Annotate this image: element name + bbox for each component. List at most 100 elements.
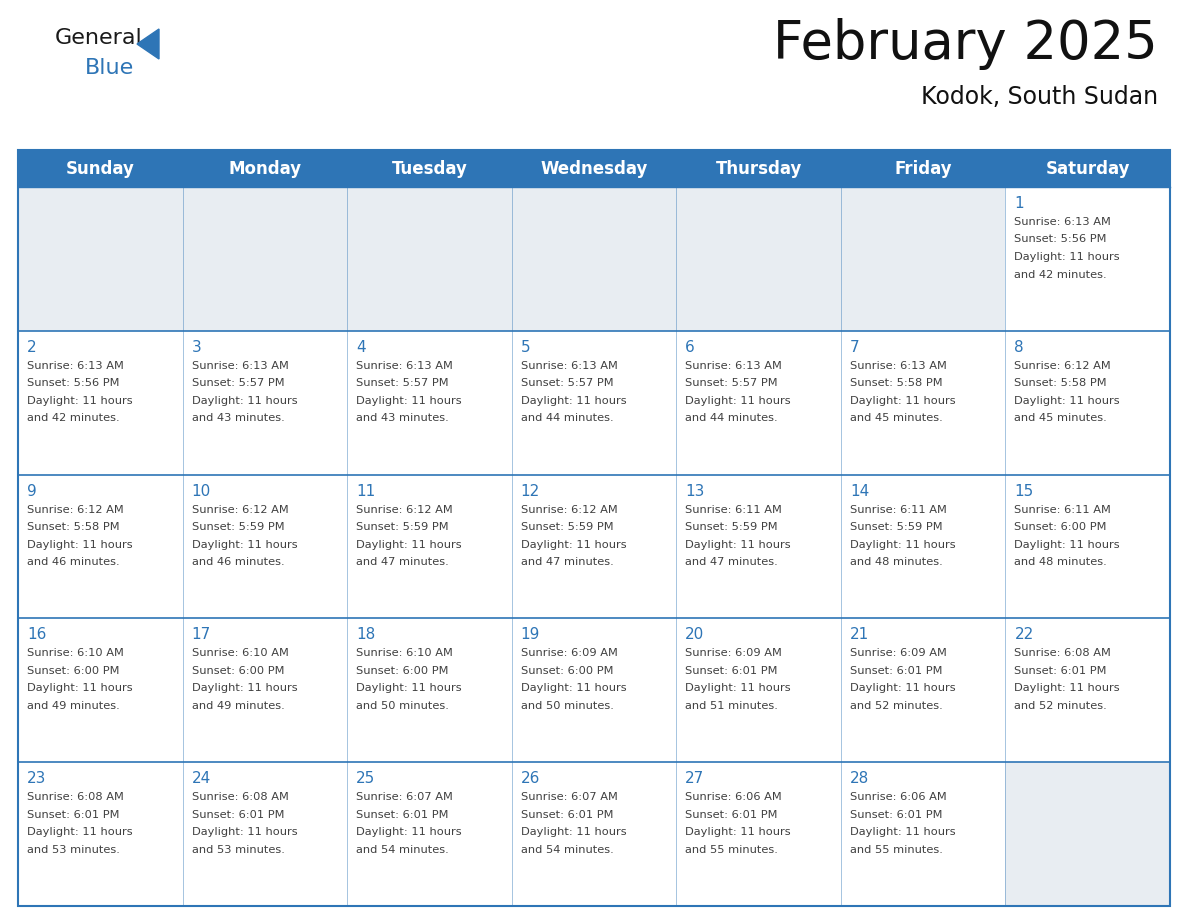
Bar — [512, 187, 676, 330]
Text: Sunrise: 6:13 AM: Sunrise: 6:13 AM — [520, 361, 618, 371]
Text: Thursday: Thursday — [715, 160, 802, 177]
Text: 8: 8 — [1015, 340, 1024, 354]
Text: 18: 18 — [356, 627, 375, 643]
Text: Sunrise: 6:10 AM: Sunrise: 6:10 AM — [356, 648, 453, 658]
Text: Sunrise: 6:12 AM: Sunrise: 6:12 AM — [191, 505, 289, 515]
Bar — [18, 475, 183, 619]
Bar — [676, 187, 841, 330]
Text: Sunrise: 6:11 AM: Sunrise: 6:11 AM — [849, 505, 947, 515]
Text: Sunrise: 6:12 AM: Sunrise: 6:12 AM — [356, 505, 453, 515]
Bar — [841, 187, 1005, 330]
Text: Sunrise: 6:08 AM: Sunrise: 6:08 AM — [191, 792, 289, 802]
Text: Sunrise: 6:07 AM: Sunrise: 6:07 AM — [356, 792, 453, 802]
Text: and 55 minutes.: and 55 minutes. — [849, 845, 943, 855]
Text: 4: 4 — [356, 340, 366, 354]
Text: Sunset: 6:01 PM: Sunset: 6:01 PM — [356, 810, 449, 820]
Text: Sunrise: 6:08 AM: Sunrise: 6:08 AM — [1015, 648, 1111, 658]
Text: Daylight: 11 hours: Daylight: 11 hours — [191, 683, 297, 693]
Text: Daylight: 11 hours: Daylight: 11 hours — [27, 396, 133, 406]
Text: Wednesday: Wednesday — [541, 160, 647, 177]
Text: Sunrise: 6:09 AM: Sunrise: 6:09 AM — [685, 648, 782, 658]
Bar — [676, 762, 841, 906]
Text: Daylight: 11 hours: Daylight: 11 hours — [520, 396, 626, 406]
Text: Sunrise: 6:13 AM: Sunrise: 6:13 AM — [191, 361, 289, 371]
Text: 7: 7 — [849, 340, 859, 354]
Bar — [1005, 762, 1170, 906]
Bar — [18, 187, 183, 330]
Text: Friday: Friday — [895, 160, 952, 177]
Text: 3: 3 — [191, 340, 201, 354]
Text: Daylight: 11 hours: Daylight: 11 hours — [27, 683, 133, 693]
Text: and 43 minutes.: and 43 minutes. — [191, 413, 284, 423]
Text: Sunrise: 6:09 AM: Sunrise: 6:09 AM — [520, 648, 618, 658]
Text: 1: 1 — [1015, 196, 1024, 211]
Text: Sunset: 6:00 PM: Sunset: 6:00 PM — [520, 666, 613, 676]
Text: 6: 6 — [685, 340, 695, 354]
Text: Sunset: 5:58 PM: Sunset: 5:58 PM — [849, 378, 942, 388]
Text: Daylight: 11 hours: Daylight: 11 hours — [1015, 252, 1120, 262]
Text: Sunset: 6:01 PM: Sunset: 6:01 PM — [191, 810, 284, 820]
Text: 16: 16 — [27, 627, 46, 643]
Text: and 48 minutes.: and 48 minutes. — [1015, 557, 1107, 567]
Bar — [183, 330, 347, 475]
Bar — [841, 475, 1005, 619]
Text: Sunset: 6:01 PM: Sunset: 6:01 PM — [1015, 666, 1107, 676]
Text: 15: 15 — [1015, 484, 1034, 498]
Text: and 46 minutes.: and 46 minutes. — [191, 557, 284, 567]
Text: and 54 minutes.: and 54 minutes. — [520, 845, 613, 855]
Text: and 45 minutes.: and 45 minutes. — [849, 413, 942, 423]
Text: Daylight: 11 hours: Daylight: 11 hours — [191, 396, 297, 406]
Bar — [183, 762, 347, 906]
Text: Sunset: 6:00 PM: Sunset: 6:00 PM — [1015, 522, 1107, 532]
Bar — [1005, 187, 1170, 330]
Bar — [347, 475, 512, 619]
Text: Sunset: 6:01 PM: Sunset: 6:01 PM — [27, 810, 120, 820]
Text: General: General — [55, 28, 143, 48]
Text: Daylight: 11 hours: Daylight: 11 hours — [356, 540, 462, 550]
Text: Sunset: 5:59 PM: Sunset: 5:59 PM — [356, 522, 449, 532]
Text: 19: 19 — [520, 627, 541, 643]
Text: and 47 minutes.: and 47 minutes. — [685, 557, 778, 567]
Bar — [347, 187, 512, 330]
Text: and 54 minutes.: and 54 minutes. — [356, 845, 449, 855]
Text: 23: 23 — [27, 771, 46, 786]
Text: Daylight: 11 hours: Daylight: 11 hours — [356, 396, 462, 406]
Bar — [18, 619, 183, 762]
Text: Sunrise: 6:12 AM: Sunrise: 6:12 AM — [520, 505, 618, 515]
Text: Daylight: 11 hours: Daylight: 11 hours — [849, 827, 955, 837]
Bar — [18, 330, 183, 475]
Text: and 52 minutes.: and 52 minutes. — [1015, 701, 1107, 711]
Text: 26: 26 — [520, 771, 541, 786]
Bar — [18, 150, 1170, 906]
Text: Daylight: 11 hours: Daylight: 11 hours — [356, 827, 462, 837]
Text: and 55 minutes.: and 55 minutes. — [685, 845, 778, 855]
Text: and 49 minutes.: and 49 minutes. — [191, 701, 284, 711]
Text: Sunrise: 6:12 AM: Sunrise: 6:12 AM — [27, 505, 124, 515]
Text: Sunset: 6:00 PM: Sunset: 6:00 PM — [191, 666, 284, 676]
Text: Daylight: 11 hours: Daylight: 11 hours — [1015, 683, 1120, 693]
Polygon shape — [137, 29, 159, 59]
Text: Sunrise: 6:13 AM: Sunrise: 6:13 AM — [849, 361, 947, 371]
Text: Daylight: 11 hours: Daylight: 11 hours — [849, 540, 955, 550]
Text: and 46 minutes.: and 46 minutes. — [27, 557, 120, 567]
Bar — [347, 762, 512, 906]
Text: and 53 minutes.: and 53 minutes. — [191, 845, 284, 855]
Text: Sunset: 5:57 PM: Sunset: 5:57 PM — [520, 378, 613, 388]
Bar — [1005, 475, 1170, 619]
Text: Daylight: 11 hours: Daylight: 11 hours — [191, 540, 297, 550]
Text: Daylight: 11 hours: Daylight: 11 hours — [1015, 540, 1120, 550]
Text: Daylight: 11 hours: Daylight: 11 hours — [685, 540, 791, 550]
Text: Sunset: 5:57 PM: Sunset: 5:57 PM — [356, 378, 449, 388]
Text: 9: 9 — [27, 484, 37, 498]
Text: Sunrise: 6:12 AM: Sunrise: 6:12 AM — [1015, 361, 1111, 371]
Text: 2: 2 — [27, 340, 37, 354]
Text: Sunset: 6:00 PM: Sunset: 6:00 PM — [356, 666, 449, 676]
Text: February 2025: February 2025 — [773, 18, 1158, 70]
Text: and 45 minutes.: and 45 minutes. — [1015, 413, 1107, 423]
Bar — [18, 762, 183, 906]
Bar — [512, 475, 676, 619]
Text: Sunset: 6:01 PM: Sunset: 6:01 PM — [685, 810, 778, 820]
Text: Sunrise: 6:08 AM: Sunrise: 6:08 AM — [27, 792, 124, 802]
Bar — [676, 619, 841, 762]
Text: and 50 minutes.: and 50 minutes. — [356, 701, 449, 711]
